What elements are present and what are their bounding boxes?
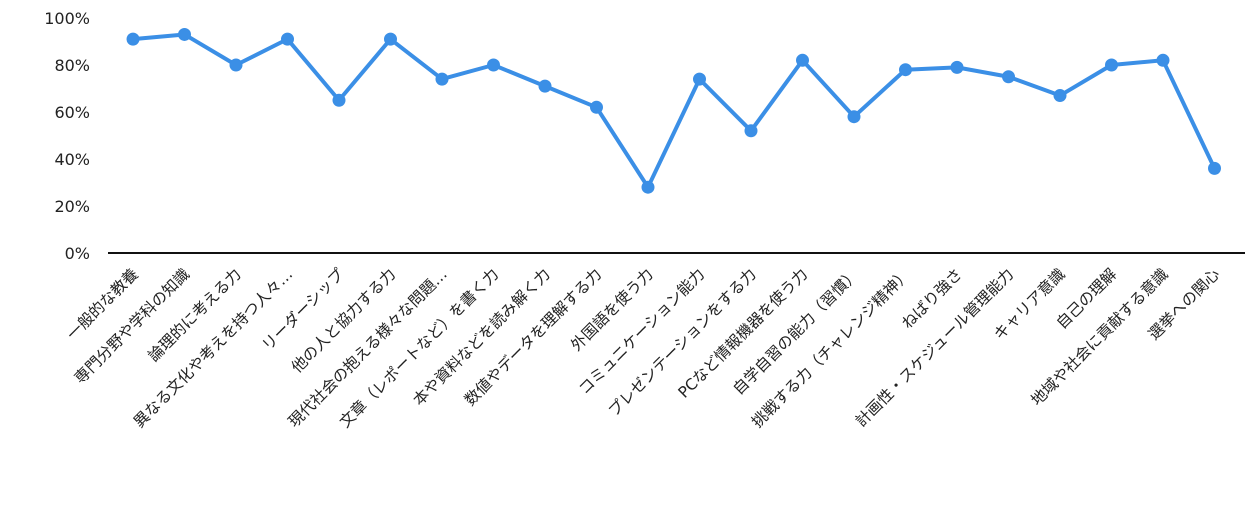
x-tick-label: 論理的に考える力 [145, 265, 245, 365]
x-axis-tick-labels: 一般的な教養専門分野や学科の知識論理的に考える力異なる文化や考えを持つ人々…リー… [63, 264, 1223, 431]
data-point [538, 79, 552, 93]
data-point [1053, 89, 1067, 103]
y-tick-label: 80% [54, 56, 90, 75]
data-point [641, 180, 655, 194]
y-axis-ticks: 0% 20% 40% 60% 80% 100% [44, 9, 90, 263]
y-tick-label: 60% [54, 103, 90, 122]
data-point [847, 110, 861, 124]
data-point [1105, 58, 1118, 72]
data-point [126, 32, 140, 46]
data-point [1156, 53, 1170, 67]
data-point [693, 72, 706, 86]
data-point [899, 63, 912, 77]
y-tick-label: 40% [54, 150, 90, 169]
data-points [126, 27, 1221, 194]
data-point [1002, 70, 1015, 84]
series-line [131, 32, 1217, 190]
data-point [1208, 161, 1221, 175]
data-point [229, 58, 243, 72]
data-point [332, 93, 346, 107]
data-point [435, 72, 449, 86]
y-tick-label: 0% [65, 244, 90, 263]
data-point [384, 32, 397, 46]
data-point [178, 27, 191, 41]
data-point [281, 32, 294, 46]
y-tick-label: 20% [54, 197, 90, 216]
data-point [796, 53, 809, 67]
data-point [487, 58, 500, 72]
y-tick-label: 100% [44, 9, 90, 28]
data-point [950, 60, 964, 74]
data-point [744, 124, 758, 138]
data-point [590, 100, 603, 114]
